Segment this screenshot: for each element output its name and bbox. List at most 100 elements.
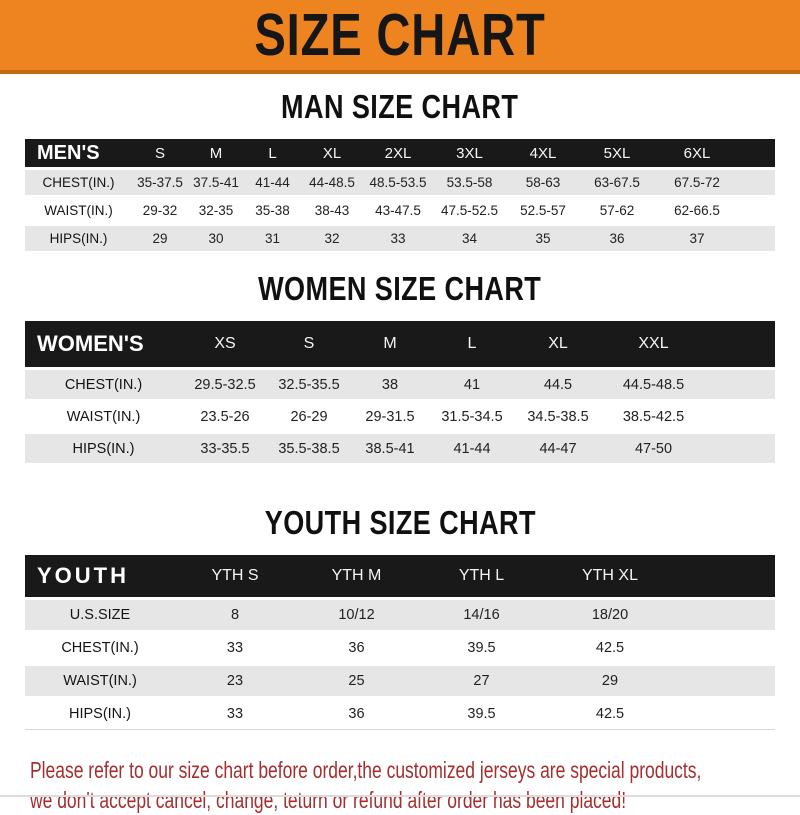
size-chart-banner: SIZE CHART <box>0 0 800 74</box>
size-value-cell: 34.5-38.5 <box>514 402 602 431</box>
men-size-table-host: MEN'S S M L XL 2XL 3XL 4XL 5XL 6XL CHEST(IN.) 35-37… <box>0 136 800 254</box>
size-header-cell: XL <box>548 335 568 352</box>
size-value-cell: 39.5 <box>418 699 545 730</box>
filler-cell <box>740 170 775 195</box>
men-section-title-text: MAN SIZE CHART <box>281 88 519 125</box>
filler-cell <box>705 434 775 463</box>
women-section-title: WOMEN SIZE CHART <box>0 270 800 308</box>
youth-size-table-host: YOUTH YTH S YTH M YTH L YTH XL U.S.SIZE 8 10/12… <box>0 552 800 733</box>
row-label: CHEST(IN.) <box>25 370 182 399</box>
size-header-row: WOMEN'S XS S M L XL XXL <box>25 321 775 367</box>
filler-cell <box>675 600 775 630</box>
size-value-cell: 29.5-32.5 <box>182 370 268 399</box>
size-value-cell: 58-63 <box>506 170 580 195</box>
size-value-cell: 63-67.5 <box>580 170 654 195</box>
filler-cell <box>740 139 775 167</box>
measurement-row: HIPS(IN.) 29 30 31 32 33 34 35 36 37 <box>25 226 775 251</box>
youth-section-title: YOUTH SIZE CHART <box>0 504 800 542</box>
size-value-cell: 62-66.5 <box>654 198 740 223</box>
size-header-cell: YTH M <box>331 567 382 584</box>
size-value-cell: 34 <box>433 226 506 251</box>
size-value-cell: 39.5 <box>418 633 545 663</box>
size-value-cell: 36 <box>295 699 418 730</box>
size-table: WOMEN'S XS S M L XL XXL CHEST(IN.) 29.5-32.5 32.5… <box>25 318 775 466</box>
disclaimer-line-1: Please refer to our size chart before or… <box>30 757 702 783</box>
size-value-cell: 29 <box>545 666 675 696</box>
size-value-cell: 35.5-38.5 <box>268 434 350 463</box>
measurement-row: WAIST(IN.) 23.5-26 26-29 29-31.5 31.5-34.5 34… <box>25 402 775 431</box>
size-value-cell: 38.5-42.5 <box>602 402 705 431</box>
men-section-title: MAN SIZE CHART <box>0 88 800 126</box>
size-group-label: YOUTH <box>37 563 129 588</box>
size-value-cell: 41-44 <box>244 170 301 195</box>
size-value-cell: 23 <box>175 666 295 696</box>
size-value-cell: 42.5 <box>545 699 675 730</box>
size-value-cell: 23.5-26 <box>182 402 268 431</box>
size-value-cell: 33 <box>175 633 295 663</box>
size-value-cell: 14/16 <box>418 600 545 630</box>
filler-cell <box>705 370 775 399</box>
size-header-cell: L <box>268 144 277 162</box>
size-value-cell: 10/12 <box>295 600 418 630</box>
size-value-cell: 44-48.5 <box>301 170 363 195</box>
youth-section-title-text: YOUTH SIZE CHART <box>264 504 536 541</box>
row-label: U.S.SIZE <box>25 600 175 630</box>
row-label: CHEST(IN.) <box>25 170 132 195</box>
size-value-cell: 57-62 <box>580 198 654 223</box>
size-header-cell: YTH S <box>211 567 259 584</box>
size-value-cell: 18/20 <box>545 600 675 630</box>
size-value-cell: 35-38 <box>244 198 301 223</box>
banner-title: SIZE CHART <box>254 1 546 68</box>
filler-cell <box>675 555 775 597</box>
size-value-cell: 29-31.5 <box>350 402 430 431</box>
women-size-table-host: WOMEN'S XS S M L XL XXL CHEST(IN.) 29.5-32.5 32.5… <box>0 318 800 466</box>
size-value-cell: 41 <box>430 370 514 399</box>
size-value-cell: 52.5-57 <box>506 198 580 223</box>
size-table: YOUTH YTH S YTH M YTH L YTH XL U.S.SIZE 8 10/12… <box>25 552 775 733</box>
filler-cell <box>705 321 775 367</box>
measurement-row: CHEST(IN.) 33 36 39.5 42.5 <box>25 633 775 663</box>
size-header-cell: 4XL <box>529 144 557 162</box>
filler-cell <box>675 699 775 730</box>
size-value-cell: 36 <box>295 633 418 663</box>
size-value-cell: 44.5 <box>514 370 602 399</box>
measurement-row: U.S.SIZE 8 10/12 14/16 18/20 <box>25 600 775 630</box>
size-value-cell: 8 <box>175 600 295 630</box>
disclaimer-line-2: we don't accept cancel, change, teturn o… <box>30 787 627 813</box>
row-label: HIPS(IN.) <box>25 699 175 730</box>
size-value-cell: 48.5-53.5 <box>363 170 433 195</box>
filler-cell <box>705 402 775 431</box>
size-value-cell: 33-35.5 <box>182 434 268 463</box>
size-value-cell: 47-50 <box>602 434 705 463</box>
size-value-cell: 32-35 <box>188 198 244 223</box>
measurement-row: CHEST(IN.) 35-37.5 37.5-41 41-44 44-48.5 48.5… <box>25 170 775 195</box>
size-value-cell: 35-37.5 <box>132 170 188 195</box>
size-value-cell: 35 <box>506 226 580 251</box>
size-header-cell: S <box>303 335 315 352</box>
size-header-cell: 6XL <box>683 144 711 162</box>
size-header-row: YOUTH YTH S YTH M YTH L YTH XL <box>25 555 775 597</box>
disclaimer: Please refer to our size chart before or… <box>30 755 800 815</box>
row-label: CHEST(IN.) <box>25 633 175 663</box>
size-group-label: MEN'S <box>37 141 100 164</box>
size-value-cell: 31.5-34.5 <box>430 402 514 431</box>
filler-cell <box>675 633 775 663</box>
size-value-cell: 30 <box>188 226 244 251</box>
row-label: HIPS(IN.) <box>25 434 182 463</box>
size-value-cell: 32 <box>301 226 363 251</box>
size-header-cell: XXL <box>638 335 669 352</box>
size-header-cell: 5XL <box>603 144 631 162</box>
size-value-cell: 38.5-41 <box>350 434 430 463</box>
size-value-cell: 44.5-48.5 <box>602 370 705 399</box>
measurement-row: HIPS(IN.) 33 36 39.5 42.5 <box>25 699 775 730</box>
size-header-cell: XL <box>322 144 342 162</box>
bottom-edge-line <box>0 795 800 797</box>
size-value-cell: 67.5-72 <box>654 170 740 195</box>
women-section-title-text: WOMEN SIZE CHART <box>258 270 542 307</box>
size-header-cell: M <box>383 335 397 352</box>
measurement-row: CHEST(IN.) 29.5-32.5 32.5-35.5 38 41 44.5 44.5… <box>25 370 775 399</box>
size-value-cell: 47.5-52.5 <box>433 198 506 223</box>
row-label: WAIST(IN.) <box>25 198 132 223</box>
size-value-cell: 29-32 <box>132 198 188 223</box>
size-value-cell: 38-43 <box>301 198 363 223</box>
